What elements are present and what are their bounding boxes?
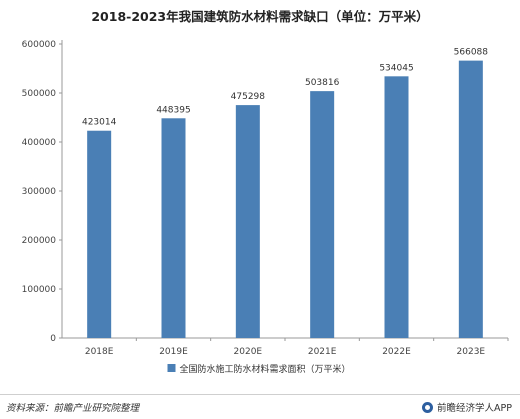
bar [87,130,112,338]
bar [310,91,335,338]
x-tick-label: 2020E [234,347,263,357]
y-tick-label: 600000 [22,40,57,50]
x-tick-label: 2021E [308,347,337,357]
y-tick-label: 500000 [22,89,57,99]
bar [161,118,186,338]
x-tick-label: 2023E [457,347,486,357]
brand-logo-icon [422,401,434,413]
chart-title: 2018-2023年我国建筑防水材料需求缺口（单位：万平米） [91,9,429,24]
x-tick-label: 2018E [85,347,114,357]
legend-label: 全国防水施工防水材料需求面积（万平米） [180,363,351,375]
x-tick-label: 2019E [159,347,188,357]
brand-label: 前瞻经济学人APP [437,403,512,414]
y-tick-label: 0 [50,334,56,344]
data-label: 448395 [156,105,190,115]
bar-chart: 0 100000 200000 300000 400000 500000 600000 423… [22,40,509,375]
footer: 资料来源：前瞻产业研究院整理 前瞻经济学人APP [0,394,520,419]
y-tick-label: 300000 [22,187,57,197]
y-tick-label: 400000 [22,138,57,148]
y-tick-label: 200000 [22,236,57,246]
data-label: 534045 [379,63,413,73]
data-label: 566088 [454,48,489,58]
source-note: 资料来源：前瞻产业研究院整理 [6,403,140,414]
legend-swatch [167,364,176,372]
data-label: 423014 [82,118,117,128]
bar [235,105,260,339]
bar [458,60,483,338]
x-tick-label: 2022E [382,347,411,357]
y-tick-label: 100000 [22,285,57,295]
data-label: 475298 [231,92,266,102]
brand: 前瞻经济学人APP [422,400,512,414]
data-label: 503816 [305,78,340,88]
bar [384,76,409,339]
